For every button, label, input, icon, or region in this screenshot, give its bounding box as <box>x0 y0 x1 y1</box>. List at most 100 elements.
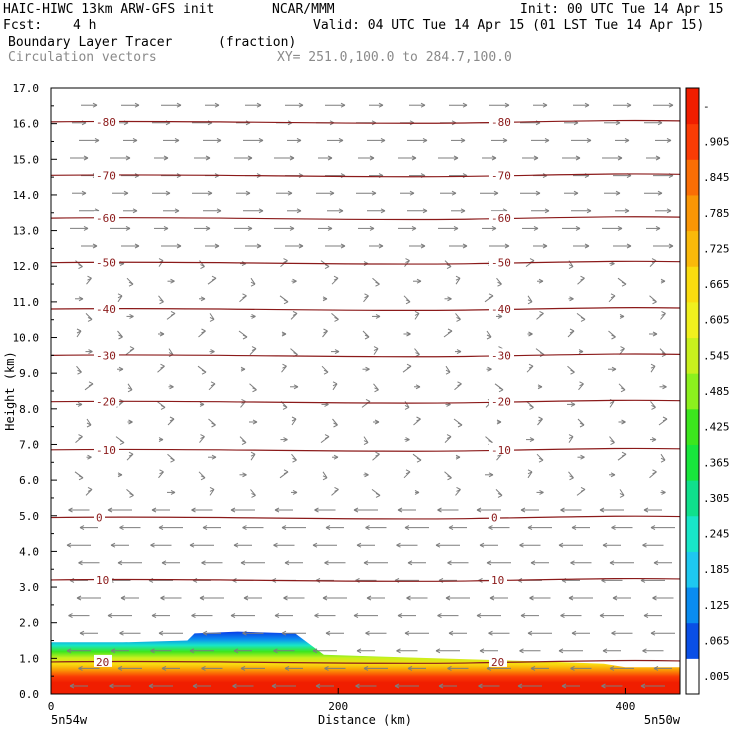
vector-head <box>79 630 85 636</box>
vector-head <box>169 416 175 422</box>
colorbar-frame <box>685 87 700 695</box>
vector-head <box>650 525 656 531</box>
vector-head <box>209 486 215 492</box>
vector-head <box>216 137 222 143</box>
vector-head <box>404 525 410 531</box>
vector-head <box>504 243 510 249</box>
isotherm-label-bg <box>94 654 112 667</box>
vector-head <box>394 683 400 689</box>
x-tick-label: 200 <box>328 700 348 713</box>
vector-head <box>479 542 485 548</box>
colorbar-label: .905 <box>703 135 730 148</box>
vector-head <box>652 331 658 337</box>
vector-head <box>324 264 330 270</box>
y-tick-label: 9.0 <box>19 367 39 380</box>
org-label: NCAR/MMM <box>272 2 335 17</box>
vector-head <box>174 137 180 143</box>
isotherm-label-bg <box>489 168 514 181</box>
vector-head <box>371 190 377 196</box>
vector-head <box>653 665 659 671</box>
isotherm-line <box>51 659 680 664</box>
vector-head <box>448 525 454 531</box>
vector-head <box>538 278 544 284</box>
vector-head <box>620 387 626 393</box>
vector-head <box>580 316 586 322</box>
vector-head <box>365 366 370 372</box>
vector-head <box>78 560 83 566</box>
vector-head <box>650 363 656 369</box>
vector-head <box>406 331 411 337</box>
vector-head <box>273 542 278 548</box>
isotherm-label-right: 10 <box>491 574 504 587</box>
vector-head <box>119 525 124 531</box>
vector-head <box>476 613 482 619</box>
vector-head <box>378 102 384 108</box>
isotherm-label-bg <box>94 211 119 224</box>
isotherm-line <box>51 577 680 583</box>
vector-head <box>76 595 82 601</box>
vector-head <box>315 683 321 689</box>
vector-shaft <box>281 365 287 373</box>
vector-head <box>211 422 216 428</box>
vector-shaft <box>158 295 164 303</box>
vector-head <box>626 102 632 108</box>
isotherm-label-bg <box>94 114 119 127</box>
vector-shaft <box>578 383 584 391</box>
vector-shaft <box>158 471 164 479</box>
vector-head <box>405 469 411 475</box>
vector-head <box>298 102 304 108</box>
vector-shaft <box>332 383 338 391</box>
vector-head <box>94 137 100 143</box>
vector-head <box>437 613 442 619</box>
isotherm-label-left: 0 <box>96 512 103 525</box>
vector-head <box>201 328 206 334</box>
vector-head <box>497 281 502 287</box>
vector-shaft <box>537 418 543 426</box>
vector-shaft <box>86 418 92 426</box>
vector-head <box>662 416 668 422</box>
vector-head <box>363 440 369 446</box>
vector-shaft <box>404 401 410 408</box>
vector-head <box>282 363 287 369</box>
isotherm-label-bg <box>489 302 514 315</box>
vector-head <box>580 454 585 460</box>
vector-head <box>363 560 369 566</box>
vector-head <box>205 155 211 161</box>
vector-shaft <box>568 471 574 479</box>
vector-head <box>88 381 94 387</box>
vector-head <box>92 102 98 108</box>
isotherm-label-bg <box>94 302 119 315</box>
vector-head <box>580 275 585 281</box>
vector-head <box>110 542 116 548</box>
vector-shaft <box>158 260 164 267</box>
vector-head <box>411 155 417 161</box>
vector-head <box>256 243 262 249</box>
isotherm-label-left: -70 <box>96 169 116 182</box>
vector-head <box>497 313 503 319</box>
circulation-vectors <box>66 102 675 689</box>
vector-head <box>415 384 421 390</box>
vector-head <box>375 451 380 457</box>
vector-shaft <box>291 418 297 426</box>
vector-head <box>611 630 616 636</box>
vector-head <box>66 648 72 654</box>
vector-head <box>568 595 574 601</box>
vector-head <box>453 225 459 231</box>
vector-head <box>78 475 84 481</box>
vector-head <box>375 281 380 287</box>
vector-shaft <box>455 489 461 496</box>
vector-head <box>374 419 380 425</box>
vector-head <box>445 595 451 601</box>
vector-head <box>334 349 340 355</box>
vector-head <box>281 630 287 636</box>
vector-head <box>586 208 592 214</box>
vector-head <box>287 190 293 196</box>
vector-head <box>83 155 89 161</box>
vector-head <box>78 665 83 671</box>
vector-head <box>327 155 333 161</box>
vector-head <box>624 208 630 214</box>
vector-head <box>298 243 304 249</box>
vector-head <box>324 434 330 440</box>
vector-head <box>284 665 290 671</box>
vector-head <box>626 243 632 249</box>
